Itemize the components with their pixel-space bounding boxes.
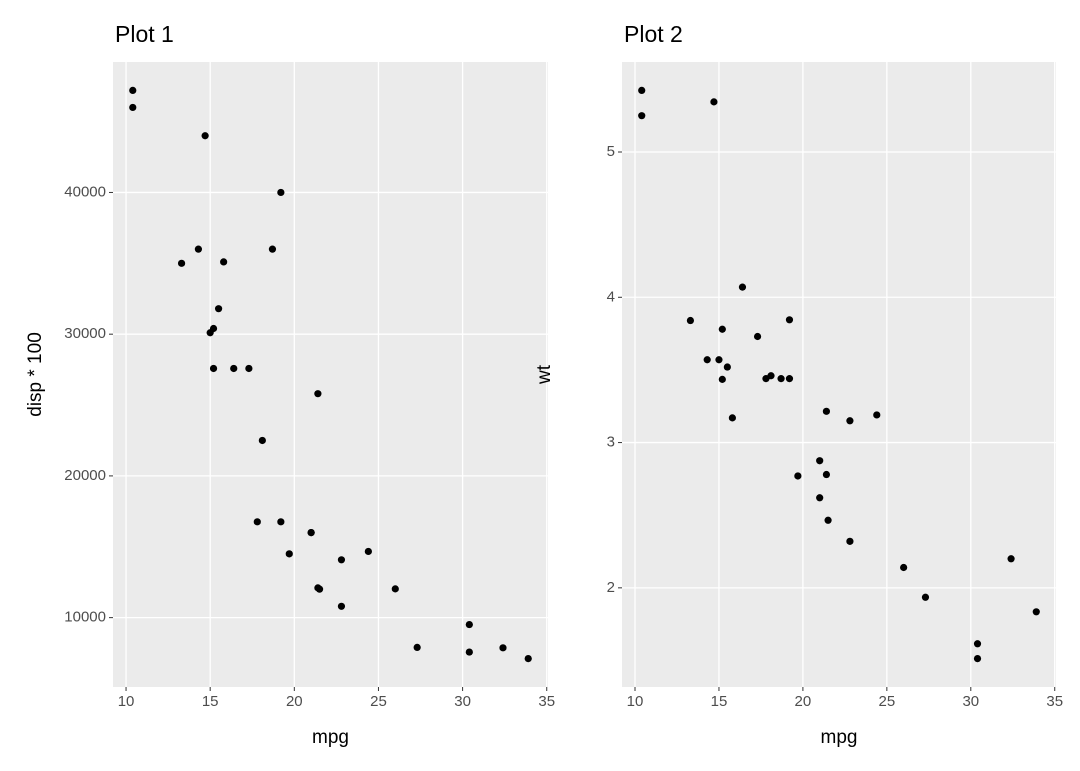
point: [277, 188, 285, 197]
point: [206, 329, 214, 337]
point: [824, 516, 832, 524]
y-axis-title: wt: [534, 364, 555, 385]
point: [268, 245, 277, 253]
point: [753, 332, 762, 341]
x-tick-label: 20: [795, 693, 812, 710]
point: [973, 640, 982, 648]
point: [715, 356, 723, 364]
point: [214, 305, 223, 313]
point: [129, 103, 137, 112]
point: [129, 86, 137, 95]
point: [285, 550, 293, 558]
point: [718, 325, 726, 333]
point: [900, 563, 908, 572]
point: [1007, 555, 1015, 563]
x-tick-label: 30: [962, 693, 979, 710]
point: [822, 470, 831, 479]
point: [710, 98, 718, 106]
x-tick-label: 10: [627, 693, 644, 710]
point: [686, 316, 695, 325]
chart-title: Plot 1: [115, 21, 174, 47]
y-tick-label: 40000: [64, 183, 106, 200]
point: [209, 364, 218, 373]
point: [245, 364, 253, 373]
point: [194, 245, 203, 253]
y-tick-label: 2: [607, 579, 615, 596]
point: [337, 556, 346, 564]
point: [465, 648, 473, 656]
chart-title: Plot 2: [624, 21, 683, 47]
point: [822, 407, 831, 415]
point: [230, 364, 238, 373]
point: [314, 390, 322, 398]
x-tick-label: 20: [286, 693, 303, 710]
point: [465, 620, 473, 629]
point: [413, 643, 421, 651]
panel-background: [113, 62, 548, 687]
y-tick-label: 20000: [64, 467, 106, 484]
point: [364, 547, 372, 556]
point: [314, 584, 322, 592]
point: [253, 518, 261, 526]
y-tick-label: 5: [607, 143, 615, 160]
x-tick-label: 35: [1046, 693, 1063, 710]
point: [816, 457, 824, 465]
x-tick-label: 10: [118, 693, 135, 710]
point: [277, 518, 285, 526]
point: [794, 472, 802, 480]
point: [258, 436, 266, 445]
point: [220, 258, 228, 266]
point: [873, 411, 881, 419]
y-tick-label: 3: [607, 434, 615, 451]
x-tick-label: 30: [454, 693, 471, 710]
x-tick-label: 15: [711, 693, 728, 710]
point: [524, 654, 532, 663]
x-tick-label: 25: [879, 693, 896, 710]
point: [723, 363, 731, 371]
point: [762, 375, 770, 383]
x-axis-title: mpg: [821, 727, 858, 748]
point: [785, 316, 794, 324]
point: [973, 654, 982, 663]
y-tick-label: 4: [607, 288, 615, 305]
point: [177, 259, 186, 267]
point: [499, 644, 507, 652]
point: [728, 414, 736, 422]
point: [846, 417, 854, 425]
y-tick-label: 10000: [64, 609, 106, 626]
point: [921, 593, 930, 601]
point: [846, 537, 854, 545]
panel-background: [622, 62, 1056, 687]
point: [1032, 608, 1040, 616]
y-tick-label: 30000: [64, 325, 106, 342]
x-tick-label: 25: [370, 693, 387, 710]
point: [638, 86, 646, 95]
point: [777, 375, 785, 383]
point: [307, 528, 315, 537]
point: [703, 356, 711, 364]
point: [201, 132, 209, 140]
point: [738, 283, 747, 291]
x-tick-label: 15: [202, 693, 219, 710]
point: [785, 375, 794, 383]
point: [718, 375, 726, 383]
y-axis-title: disp * 100: [25, 332, 46, 417]
x-tick-label: 35: [538, 693, 555, 710]
point: [337, 602, 346, 610]
point: [816, 494, 824, 502]
x-axis-title: mpg: [312, 727, 349, 748]
point: [391, 585, 399, 593]
point: [638, 112, 646, 120]
